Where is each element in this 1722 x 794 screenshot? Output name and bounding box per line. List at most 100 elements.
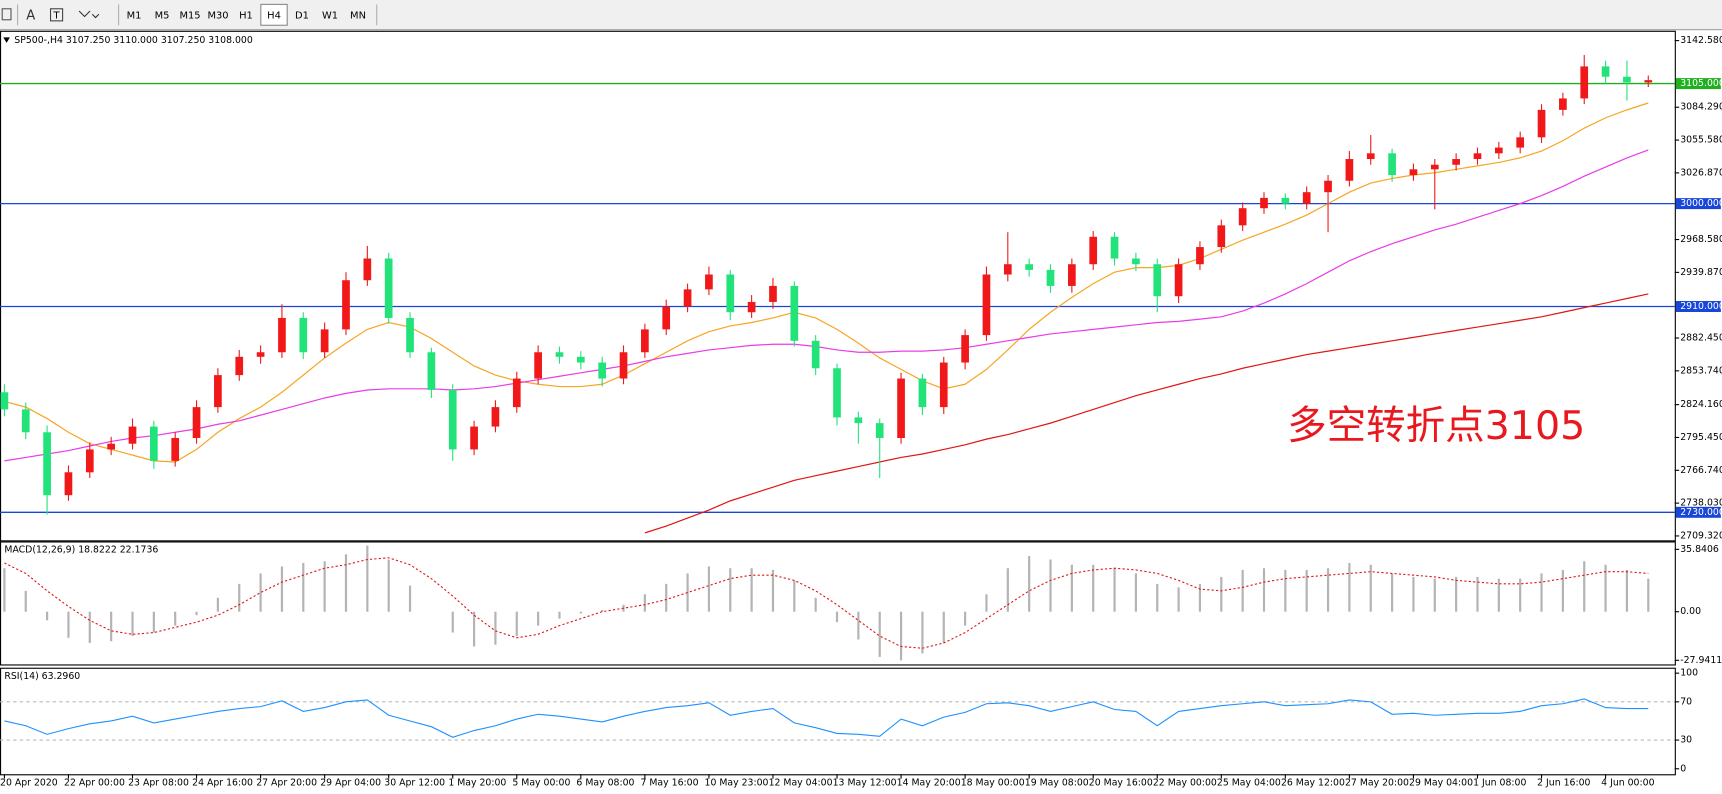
y-tick-label: -27.9411 [1680,655,1722,666]
x-tick-label: 23 Apr 08:00 [128,778,189,789]
candle-body [918,378,927,408]
macd-bar [964,611,967,626]
label-tool[interactable] [49,8,64,22]
x-tick-label: 29 Apr 04:00 [320,778,381,789]
candle-body [598,362,607,379]
macd-bar [238,583,241,612]
macd-bar [1006,568,1009,612]
timeframe-button[interactable]: H4 [267,10,281,21]
crosshair-icon[interactable] [1,8,12,21]
candle-body [1452,159,1460,165]
y-tick-label: 30 [1680,735,1692,746]
macd-bar [558,611,561,619]
macd-bar [24,590,27,612]
symbol-info: SP500-,H4 3107.250 3110.000 3107.250 310… [14,35,253,46]
candle-body [747,301,756,313]
signal-line [4,557,1649,649]
candle-body [1110,236,1119,259]
candle-body [641,329,649,353]
macd-bar [494,611,497,645]
x-tick-label: 7 May 16:00 [640,778,698,789]
candle-body [683,289,692,307]
macd-bar [793,580,796,612]
candle-body [982,274,991,336]
candle-body [256,352,265,357]
x-tick-label: 2 Jun 16:00 [1537,778,1590,789]
timeframe-button[interactable]: D1 [295,10,309,21]
candle-body [470,426,478,450]
candle-body [43,432,51,496]
candle-body [1601,66,1610,77]
macd-bar [1540,573,1543,612]
toolbar-bg [0,0,1722,30]
macd-bar [88,611,91,644]
timeframe-button[interactable]: MN [350,10,366,21]
macd-bar [1647,578,1650,612]
chart-area: 3142.580 3084.290 3055.580 3026.870 2968.580… [0,30,1722,789]
x-tick-label: 19 May 08:00 [1025,778,1089,789]
x-tick-label: 27 May 20:00 [1345,778,1409,789]
macd-bar [1604,564,1607,612]
x-tick-label: 5 May 00:00 [512,778,570,789]
macd-bar [665,583,668,612]
timeframe-button[interactable]: M15 [179,10,200,21]
timeframe-button[interactable]: M1 [127,10,142,21]
candle-body [726,274,735,313]
y-tick-label: 3026.870 [1680,167,1722,178]
level-label: 2910.000 [1680,301,1722,312]
candle-body [1238,208,1247,226]
x-tick-label: 29 May 04:00 [1409,778,1473,789]
macd-bar [216,597,219,612]
macd-bar [259,573,262,612]
timeframe-button[interactable]: W1 [322,10,338,21]
moving-average [4,149,1649,462]
candle-body [1003,264,1012,275]
indicator-title: RSI(14) 63.2960 [4,671,80,682]
moving-average [4,102,1649,463]
macd-bar [152,611,155,633]
x-tick-label: 22 May 00:00 [1153,778,1217,789]
candle-body [1324,180,1332,193]
x-tick-label: 20 Apr 2020 [0,778,58,789]
level-label-bg [1675,506,1721,518]
macd-bar [1455,576,1458,612]
candle-body [1153,264,1162,297]
macd-bar [579,611,582,614]
macd-bar [878,611,881,657]
timeframe-button[interactable]: M30 [207,10,228,21]
candle-body [576,356,585,363]
macd-bar [899,611,903,661]
candle-body [299,317,308,353]
timeframe-button[interactable]: M5 [155,10,170,21]
text-tool[interactable]: A [26,8,35,23]
candle-body [1089,236,1098,265]
y-tick-label: 2853.740 [1680,365,1722,376]
macd-bar [1497,578,1500,612]
y-tick-label: 2795.450 [1680,432,1722,443]
x-tick-label: 22 Apr 00:00 [64,778,125,789]
macd-bar [537,611,540,626]
label-tool-glyph: T [53,10,61,21]
candle-body [192,407,201,438]
candle-body [1068,264,1076,286]
candle-body [897,378,905,438]
candle-body [21,409,30,433]
macd-bar [131,611,134,637]
candle-body [1473,153,1482,160]
arrows-tool[interactable] [78,10,100,19]
candle-body [1623,76,1631,83]
toolbar-icons: A T [1,4,378,26]
active-button [260,3,288,26]
candle-body [1046,269,1055,286]
macd-bar [1476,576,1479,612]
y-tick-label: 3142.580 [1680,35,1722,46]
timeframe-button[interactable]: H1 [239,10,253,21]
macd-bar [110,611,113,642]
macd-bar [1220,576,1223,612]
x-tick-label: 12 May 04:00 [769,778,833,789]
panel-frame [0,30,1676,542]
candle-body [214,375,222,408]
candle-body [1302,192,1311,204]
macd-bar [408,585,412,612]
x-tick-label: 1 May 20:00 [448,778,506,789]
